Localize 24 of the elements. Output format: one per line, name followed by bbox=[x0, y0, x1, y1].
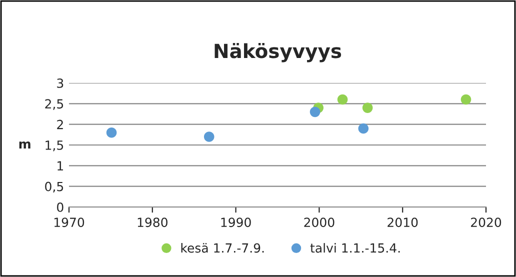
x-tick-label: 1990 bbox=[221, 218, 251, 228]
y-tick-label: 0 bbox=[57, 202, 64, 212]
legend-label: kesä 1.7.-7.9. bbox=[181, 243, 264, 253]
x-tick-label: 2020 bbox=[471, 218, 502, 228]
x-tick-label: 2010 bbox=[388, 218, 418, 228]
legend-label: talvi 1.1.-15.4. bbox=[310, 243, 400, 253]
y-tick-label: 1 bbox=[58, 161, 63, 170]
y-tick-label: 2,5 bbox=[45, 99, 64, 110]
y-axis-title: m bbox=[19, 141, 30, 148]
x-tick-label: 1980 bbox=[138, 218, 168, 228]
y-tick-label: 1,5 bbox=[46, 140, 64, 152]
y-tick-label: 2 bbox=[57, 120, 63, 130]
point bbox=[310, 106, 320, 118]
point bbox=[337, 94, 348, 105]
y-tick-label: 0,5 bbox=[45, 182, 64, 193]
point bbox=[204, 132, 214, 142]
point bbox=[362, 102, 373, 113]
chart-title: Näkösyvyys bbox=[214, 42, 342, 62]
y-tick-label: 3 bbox=[57, 78, 64, 88]
x-tick-label: 2000 bbox=[304, 218, 334, 228]
point bbox=[460, 94, 472, 105]
point bbox=[358, 123, 369, 134]
point bbox=[106, 127, 117, 138]
x-tick-label: 1970 bbox=[54, 218, 84, 228]
